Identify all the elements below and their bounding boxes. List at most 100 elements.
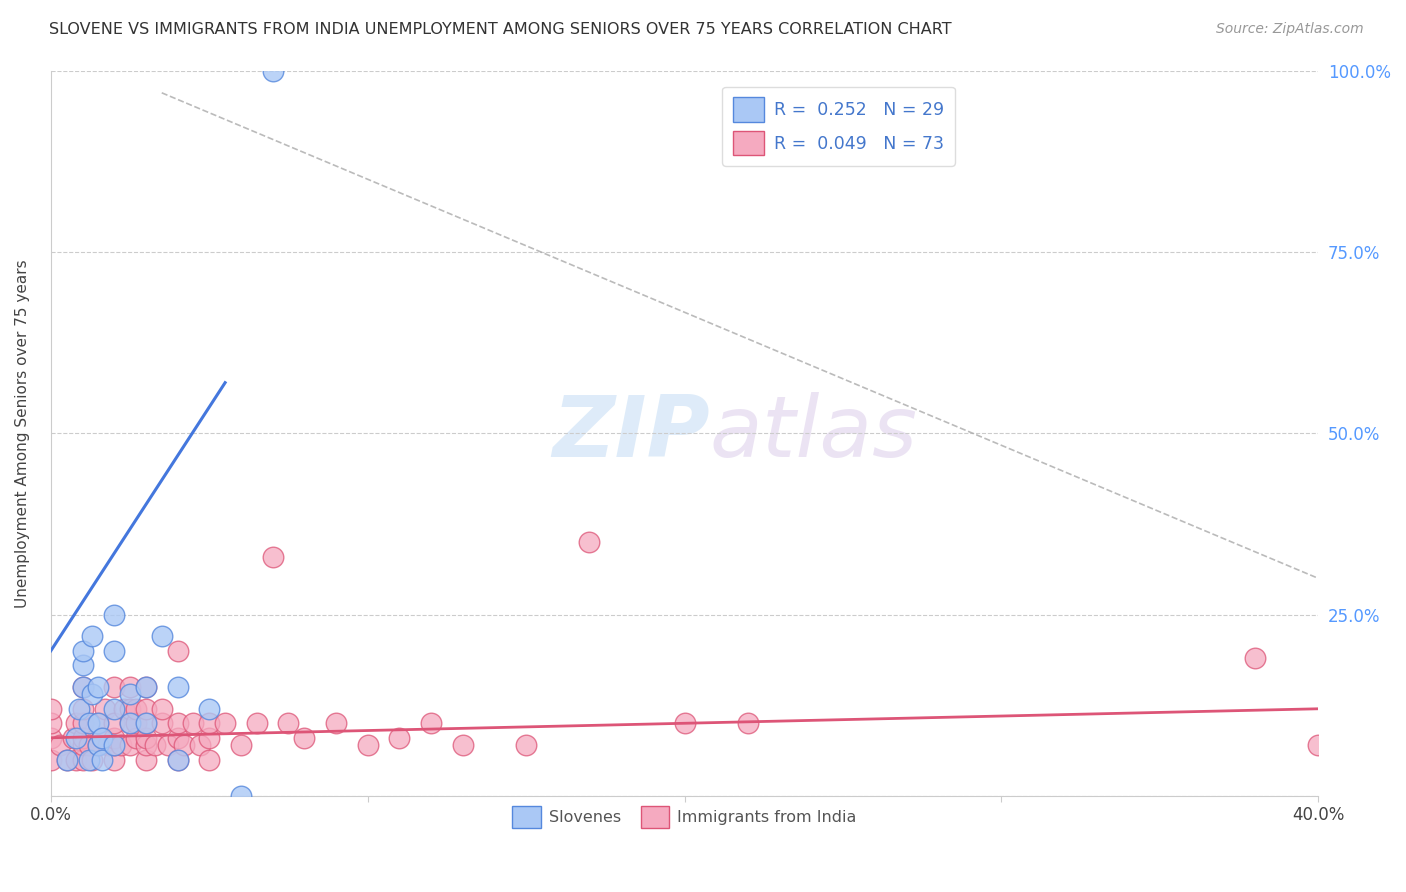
Point [118, 716, 141, 731]
Text: atlas: atlas [710, 392, 918, 475]
Text: ZIP: ZIP [553, 392, 710, 475]
Point [93, 702, 115, 716]
Point [90, 752, 112, 766]
Point [39, 731, 62, 745]
Point [65, 752, 87, 766]
Point [145, 738, 167, 752]
Point [39, 702, 62, 716]
Point [183, 716, 205, 731]
Point [578, 535, 600, 549]
Point [214, 716, 236, 731]
Point [118, 716, 141, 731]
Point [77, 752, 100, 766]
Point [65, 731, 87, 745]
Point [357, 738, 380, 752]
Legend: Slovenes, Immigrants from India: Slovenes, Immigrants from India [506, 799, 863, 835]
Point [49, 738, 72, 752]
Point [420, 716, 443, 731]
Point [62, 731, 84, 745]
Point [103, 731, 125, 745]
Point [39, 752, 62, 766]
Point [262, 64, 284, 78]
Point [135, 731, 157, 745]
Point [103, 716, 125, 731]
Point [135, 716, 157, 731]
Point [125, 702, 148, 716]
Point [166, 644, 188, 658]
Point [673, 716, 696, 731]
Point [150, 702, 173, 716]
Point [103, 644, 125, 658]
Point [80, 687, 103, 701]
Point [87, 680, 110, 694]
Point [72, 702, 94, 716]
Point [157, 738, 180, 752]
Point [277, 716, 299, 731]
Point [135, 680, 157, 694]
Point [1308, 738, 1330, 752]
Point [97, 738, 120, 752]
Point [451, 738, 474, 752]
Point [737, 716, 759, 731]
Point [65, 716, 87, 731]
Point [166, 716, 188, 731]
Point [118, 738, 141, 752]
Point [55, 752, 77, 766]
Point [118, 680, 141, 694]
Point [72, 680, 94, 694]
Point [135, 738, 157, 752]
Point [90, 731, 112, 745]
Point [515, 738, 537, 752]
Y-axis label: Unemployment Among Seniors over 75 years: Unemployment Among Seniors over 75 years [15, 259, 30, 607]
Point [103, 680, 125, 694]
Point [72, 738, 94, 752]
Point [87, 716, 110, 731]
Point [103, 702, 125, 716]
Point [87, 716, 110, 731]
Point [125, 716, 148, 731]
Point [103, 607, 125, 622]
Point [198, 702, 221, 716]
Point [72, 644, 94, 658]
Point [125, 731, 148, 745]
Point [135, 752, 157, 766]
Point [103, 738, 125, 752]
Point [72, 680, 94, 694]
Point [118, 687, 141, 701]
Point [72, 658, 94, 673]
Point [90, 731, 112, 745]
Point [198, 752, 221, 766]
Point [166, 752, 188, 766]
Point [150, 716, 173, 731]
Point [103, 738, 125, 752]
Point [118, 702, 141, 716]
Point [80, 752, 103, 766]
Point [166, 680, 188, 694]
Point [292, 731, 315, 745]
Point [1244, 651, 1267, 665]
Point [246, 716, 269, 731]
Point [87, 738, 110, 752]
Point [39, 716, 62, 731]
Point [77, 716, 100, 731]
Point [173, 738, 195, 752]
Point [188, 738, 211, 752]
Point [229, 789, 252, 803]
Point [166, 731, 188, 745]
Point [103, 752, 125, 766]
Point [135, 716, 157, 731]
Point [325, 716, 347, 731]
Point [112, 702, 135, 716]
Point [198, 716, 221, 731]
Point [229, 738, 252, 752]
Point [72, 716, 94, 731]
Point [166, 752, 188, 766]
Point [67, 702, 90, 716]
Point [198, 731, 221, 745]
Point [80, 629, 103, 643]
Text: Source: ZipAtlas.com: Source: ZipAtlas.com [1216, 22, 1364, 37]
Point [72, 752, 94, 766]
Text: SLOVENE VS IMMIGRANTS FROM INDIA UNEMPLOYMENT AMONG SENIORS OVER 75 YEARS CORREL: SLOVENE VS IMMIGRANTS FROM INDIA UNEMPLO… [49, 22, 952, 37]
Point [72, 731, 94, 745]
Point [77, 738, 100, 752]
